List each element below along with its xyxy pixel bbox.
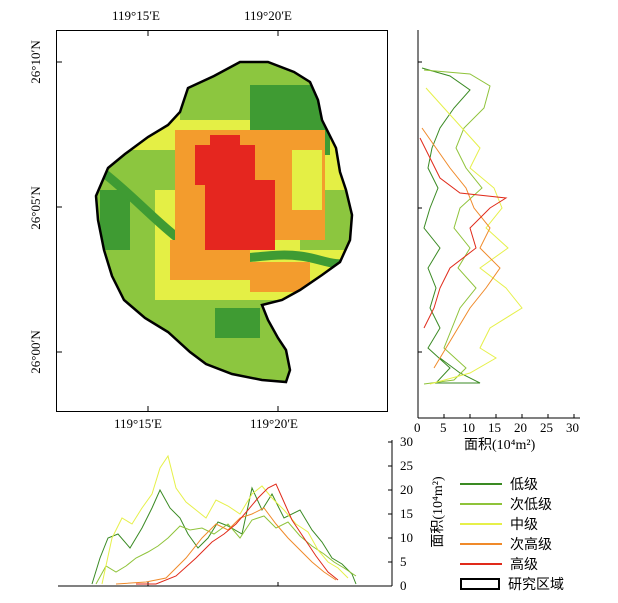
top-lon-label-2: 119°20′E [244, 8, 293, 23]
legend-label-boundary: 研究区域 [508, 578, 564, 593]
bottom-y-tick-15: 15 [400, 506, 413, 521]
legend-boundary-box [460, 578, 500, 590]
right-x-tick-10: 10 [462, 420, 475, 435]
right-series-sublow [423, 69, 491, 385]
legend-label-sublow: 次低级 [510, 498, 552, 513]
bottom-lon-label-2: 119°20′E [250, 416, 299, 431]
top-lon-label-1: 119°15′E [112, 8, 161, 23]
legend-label-mid: 中级 [510, 518, 538, 533]
legend-item-boundary: 研究区域 [460, 574, 610, 594]
lat-label-2: 26°05′N [28, 186, 43, 230]
bottom-lon-label-1: 119°15′E [114, 416, 163, 431]
legend-label-low: 低级 [510, 478, 538, 493]
right-series-mid [425, 87, 523, 385]
legend-item-subhigh: 次高级 [460, 534, 610, 554]
legend-item-sublow: 次低级 [460, 494, 610, 514]
right-x-axis-label: 面积(10⁴m²) [464, 438, 536, 453]
bottom-y-tick-0: 0 [400, 578, 407, 593]
lat-label-3: 26°00′N [28, 330, 43, 374]
right-x-tick-30: 30 [566, 420, 579, 435]
bottom-y-tick-20: 20 [400, 482, 413, 497]
bottom-y-axis-label: 面积(10⁴m²) [431, 476, 446, 548]
bottom-series-subhigh [115, 507, 337, 585]
bottom-y-tick-5: 5 [400, 554, 407, 569]
bottom-y-tick-30: 30 [400, 434, 413, 449]
legend-swatch-subhigh [460, 543, 502, 545]
right-x-tick-5: 5 [440, 420, 447, 435]
right-series-high [419, 137, 508, 329]
right-profile-plot [417, 30, 580, 419]
bottom-series-sublow [95, 515, 357, 585]
bottom-series-low [91, 486, 357, 585]
legend-swatch-high [460, 563, 502, 565]
legend-swatch-low [460, 483, 502, 485]
bottom-y-tick-25: 25 [400, 458, 413, 473]
bottom-y-tick-10: 10 [400, 530, 413, 545]
right-x-tick-20: 20 [514, 420, 527, 435]
legend-swatch-mid [460, 523, 502, 525]
right-x-tick-25: 25 [540, 420, 553, 435]
right-x-tick-0: 0 [414, 420, 421, 435]
legend-item-high: 高级 [460, 554, 610, 574]
bottom-series-high [136, 483, 339, 585]
right-x-tick-15: 15 [488, 420, 501, 435]
legend-item-mid: 中级 [460, 514, 610, 534]
legend-swatch-sublow [460, 503, 502, 505]
legend-label-subhigh: 次高级 [510, 538, 552, 553]
legend-item-low: 低级 [460, 474, 610, 494]
legend-label-high: 高级 [510, 558, 538, 573]
bottom-profile-plot [58, 440, 393, 587]
right-series-subhigh [421, 127, 501, 369]
bottom-series-mid [101, 454, 349, 585]
lat-label-1: 26°10′N [28, 40, 43, 84]
